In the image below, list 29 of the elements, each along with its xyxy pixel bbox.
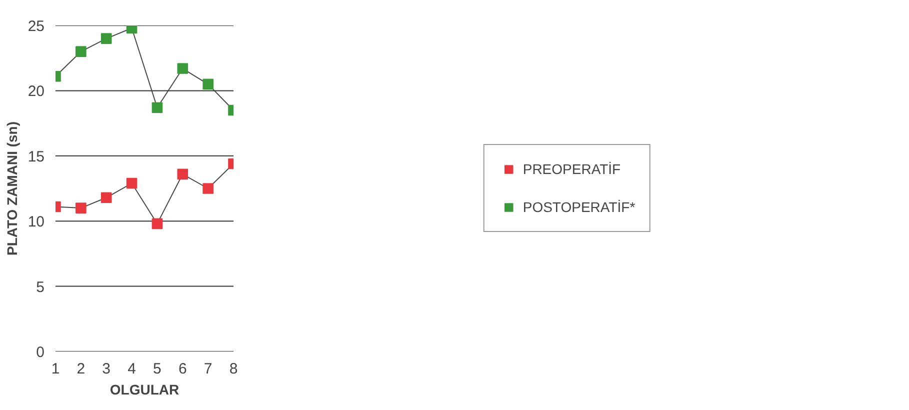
x-tick-label: 5 bbox=[153, 360, 162, 378]
y-tick-label: 15 bbox=[28, 148, 45, 166]
point bbox=[100, 33, 112, 44]
point bbox=[177, 168, 188, 180]
point bbox=[152, 218, 163, 230]
y-tick-label: 20 bbox=[28, 83, 45, 100]
point bbox=[76, 202, 86, 214]
x-tick-label: 8 bbox=[229, 360, 238, 378]
x-tick-label: 4 bbox=[128, 360, 136, 378]
legend-label: POSTOPERATİF* bbox=[522, 199, 636, 215]
point bbox=[202, 78, 214, 90]
legend-label: PREOPERATİF bbox=[522, 161, 621, 177]
x-tick-label: 6 bbox=[178, 360, 187, 378]
y-axis-title: PLATO ZAMANI (sn) bbox=[4, 121, 20, 256]
x-tick-label: 1 bbox=[51, 360, 60, 378]
point bbox=[152, 102, 163, 114]
y-tick-label: 10 bbox=[28, 214, 45, 231]
y-tick-label: 25 bbox=[28, 18, 45, 35]
x-tick-label: 7 bbox=[204, 360, 212, 378]
point bbox=[76, 46, 86, 57]
point bbox=[202, 183, 214, 194]
y-tick-label: 0 bbox=[36, 344, 44, 361]
point bbox=[177, 63, 188, 74]
y-tick-label: 5 bbox=[36, 278, 44, 296]
x-tick-label: 3 bbox=[102, 360, 111, 378]
x-tick-label: 2 bbox=[76, 360, 86, 378]
point bbox=[126, 178, 138, 189]
point bbox=[100, 192, 112, 204]
x-axis-title: OLGULAR bbox=[110, 382, 180, 398]
